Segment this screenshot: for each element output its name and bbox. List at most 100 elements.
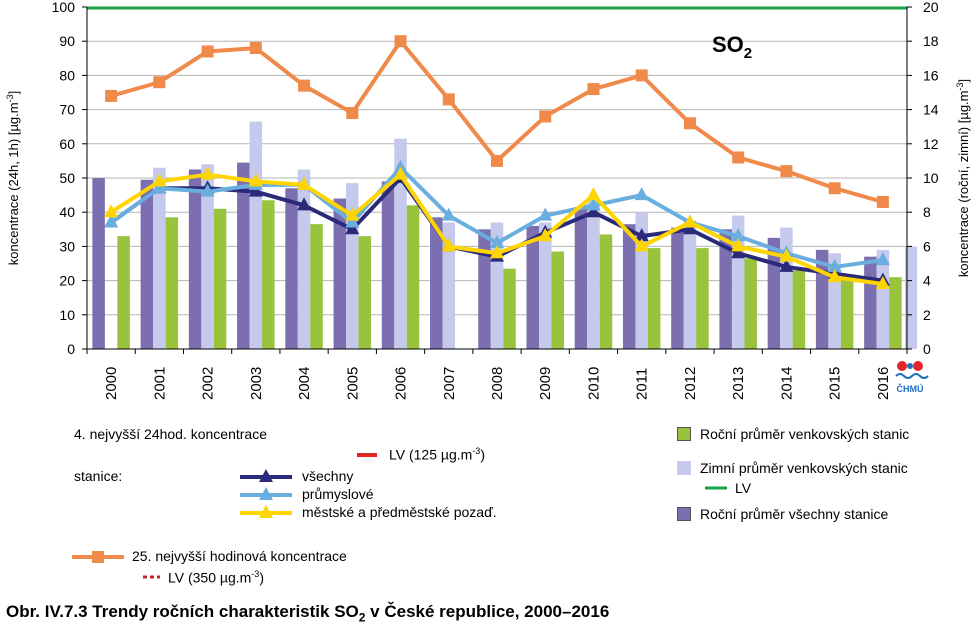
point bbox=[152, 180, 167, 194]
legend-swatch-vsechny bbox=[240, 469, 292, 482]
bar bbox=[201, 164, 214, 349]
point bbox=[441, 207, 456, 221]
bar bbox=[430, 217, 443, 349]
point bbox=[780, 165, 793, 178]
y-left-tick-label: 0 bbox=[67, 341, 75, 357]
logo-text: ČHMÚ bbox=[897, 383, 924, 394]
y-left-tick-label: 100 bbox=[52, 0, 76, 15]
bar bbox=[622, 224, 636, 349]
point bbox=[586, 204, 601, 218]
legend-hourly: 25. nejvyšší hodinová koncentrace bbox=[132, 548, 347, 564]
point bbox=[345, 207, 360, 221]
point bbox=[393, 166, 408, 180]
bar bbox=[744, 258, 757, 349]
y-left-tick-label: 20 bbox=[59, 273, 75, 289]
legend-lv125: LV (125 µg.m-3) bbox=[389, 446, 485, 463]
bar bbox=[381, 181, 395, 349]
bar bbox=[551, 251, 564, 349]
legend-stations-label: stanice: bbox=[74, 468, 123, 484]
bar bbox=[526, 225, 539, 349]
chart-title: SO2 bbox=[712, 32, 752, 62]
y-right-tick-label: 6 bbox=[923, 238, 931, 254]
y-left-tick-label: 70 bbox=[59, 102, 75, 118]
x-tick-label: 2006 bbox=[393, 367, 410, 400]
y-axis-right-label: koncentrace (roční, zimní) [µg.m-3] bbox=[955, 79, 971, 277]
bar bbox=[538, 222, 552, 349]
line-series bbox=[87, 6, 907, 290]
bar bbox=[647, 248, 661, 349]
y-right-tick-label: 10 bbox=[923, 170, 939, 186]
bar bbox=[478, 229, 491, 349]
point bbox=[249, 42, 262, 55]
bar bbox=[237, 162, 250, 349]
figure-caption: Obr. IV.7.3 Trendy ročních charakteristi… bbox=[6, 602, 610, 625]
point bbox=[587, 83, 600, 96]
bar bbox=[503, 268, 516, 349]
point bbox=[779, 248, 794, 262]
bar bbox=[889, 277, 902, 349]
y-right-tick-label: 18 bbox=[923, 33, 939, 49]
legend-vsechny: všechny bbox=[302, 468, 354, 484]
point bbox=[104, 204, 119, 218]
point bbox=[635, 69, 648, 82]
point bbox=[731, 238, 746, 252]
point bbox=[345, 214, 360, 228]
legend-swatch-rural-annual bbox=[677, 427, 691, 441]
legend-all-annual: Roční průměr všechny stanice bbox=[700, 506, 889, 522]
point bbox=[394, 35, 407, 48]
point bbox=[152, 173, 167, 187]
y-left-tick-label: 10 bbox=[59, 307, 75, 323]
legend-swatch-hourly bbox=[72, 551, 124, 563]
y-left-tick-label: 30 bbox=[59, 238, 75, 254]
bars bbox=[92, 121, 917, 349]
bar bbox=[333, 198, 347, 349]
x-tick-label: 2004 bbox=[296, 367, 313, 400]
point bbox=[490, 245, 504, 259]
y-left-tick-label: 60 bbox=[59, 136, 75, 152]
point bbox=[441, 238, 456, 252]
point bbox=[827, 269, 842, 283]
x-tick-label: 2014 bbox=[778, 367, 795, 400]
point bbox=[491, 154, 503, 167]
point bbox=[393, 159, 408, 173]
legend-swatch-all-annual bbox=[677, 507, 691, 521]
y-right-tick-label: 14 bbox=[923, 102, 939, 118]
point bbox=[828, 182, 841, 195]
bar bbox=[213, 208, 227, 349]
legend-prumyslove: průmyslové bbox=[302, 486, 374, 502]
bar bbox=[696, 248, 709, 349]
x-tick-label: 2015 bbox=[827, 367, 844, 400]
bar bbox=[876, 249, 890, 349]
point bbox=[731, 245, 746, 259]
bar bbox=[140, 179, 154, 349]
point bbox=[539, 110, 552, 123]
legend-swatch-prumyslove bbox=[240, 487, 292, 500]
point bbox=[538, 228, 553, 242]
bar bbox=[153, 167, 166, 349]
point bbox=[442, 93, 455, 106]
point bbox=[634, 187, 649, 201]
y-left-tick-label: 80 bbox=[59, 67, 75, 83]
bar bbox=[574, 208, 588, 349]
x-tick-label: 2009 bbox=[537, 367, 554, 400]
legend-swatch-mestske bbox=[240, 505, 292, 518]
x-tick-label: 2011 bbox=[634, 368, 651, 400]
legend-swatches bbox=[72, 453, 727, 579]
legend-lv350: LV (350 µg.m-3) bbox=[168, 569, 264, 586]
bar bbox=[92, 178, 105, 349]
axes: 0 10 20 30 40 50 60 70 80 90 100 0 2 4 6 8 10 12 14 16 18 20 2… bbox=[52, 0, 939, 400]
point bbox=[105, 89, 118, 102]
bar bbox=[165, 217, 179, 349]
point bbox=[346, 107, 359, 120]
y-right-tick-label: 16 bbox=[923, 67, 939, 83]
point bbox=[297, 197, 312, 211]
point bbox=[586, 187, 601, 201]
x-tick-label: 2001 bbox=[151, 367, 168, 400]
point bbox=[298, 79, 311, 92]
bar bbox=[840, 277, 854, 349]
point bbox=[682, 221, 697, 235]
x-tick-label: 2012 bbox=[682, 367, 699, 400]
bar bbox=[358, 236, 372, 349]
bar bbox=[864, 256, 877, 349]
point bbox=[779, 258, 794, 272]
